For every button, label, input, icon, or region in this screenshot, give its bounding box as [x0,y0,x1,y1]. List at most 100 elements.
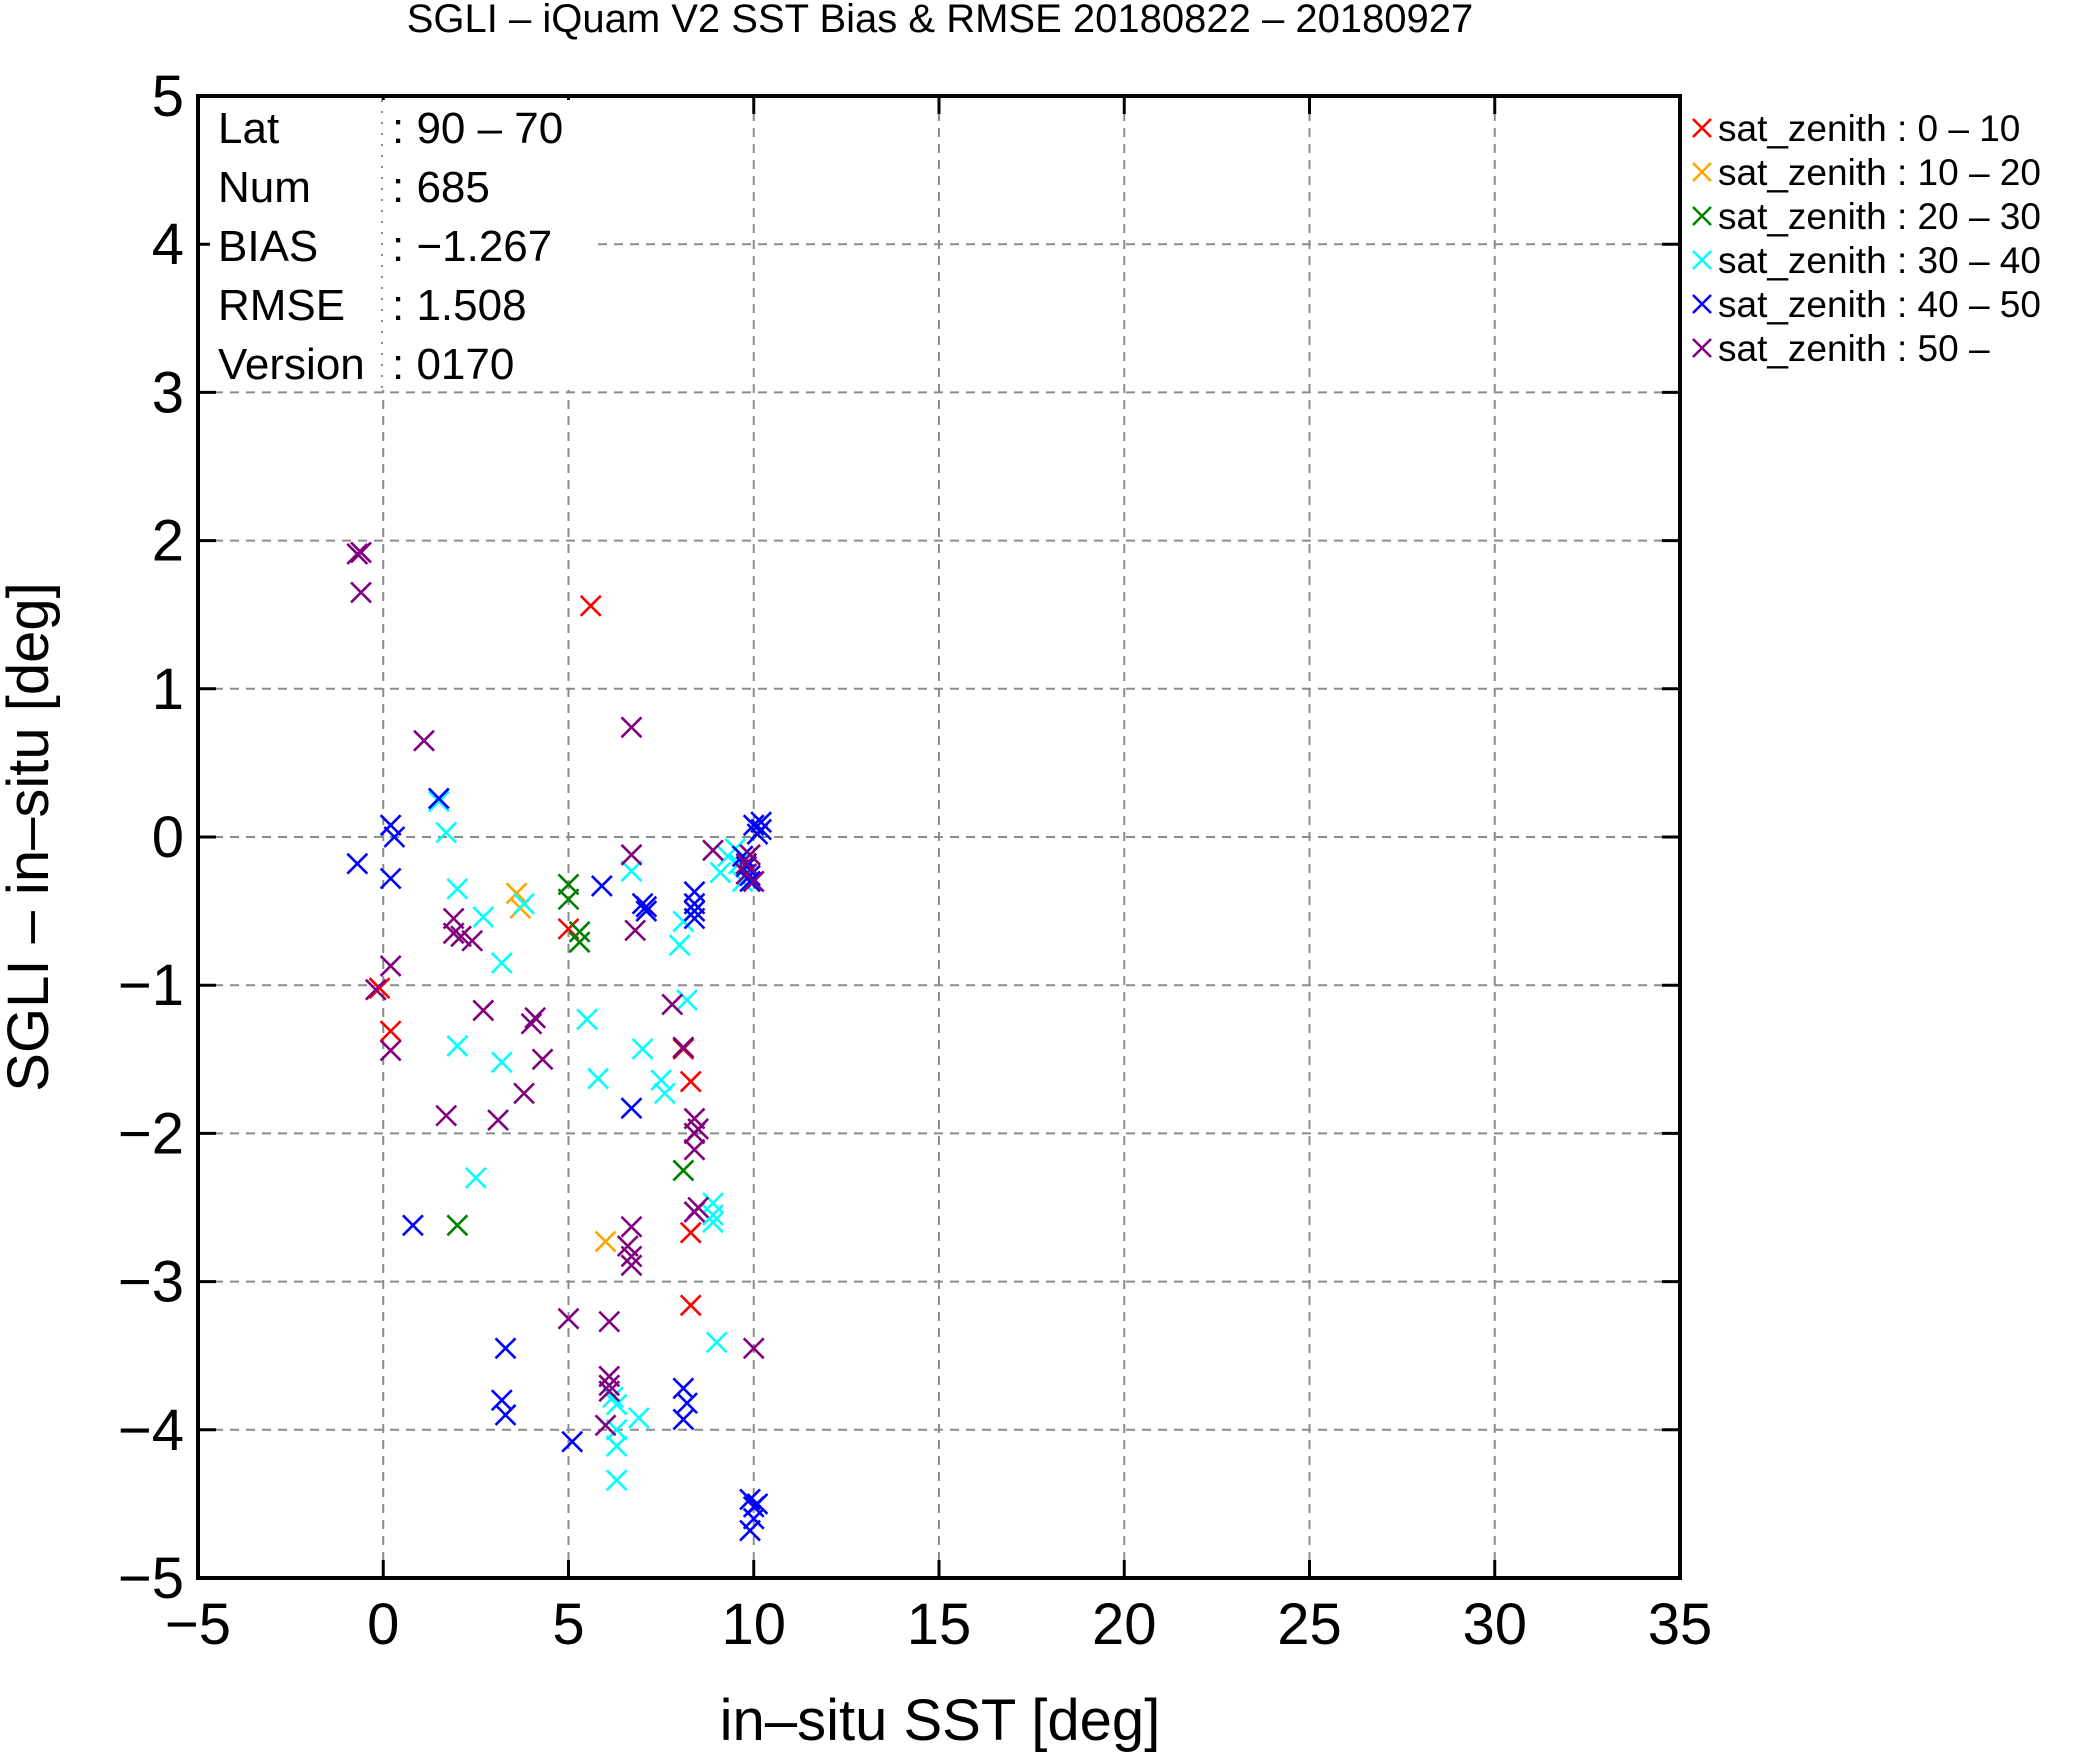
data-point [624,919,647,942]
legend-label: sat_zenith : 0 – 10 [1718,108,2020,149]
data-point [350,581,372,604]
stats-value: : 0170 [392,340,514,389]
y-tick-label: −3 [118,1250,184,1315]
x-tick-label: 30 [1462,1592,1527,1657]
data-point [490,1389,513,1412]
data-point [683,1138,706,1161]
data-point [620,843,643,866]
data-point [594,1414,617,1437]
data-point [746,1492,769,1515]
y-tick-label: 2 [152,509,184,574]
data-point [739,864,761,887]
data-point [672,1036,695,1059]
data-point [702,1203,724,1226]
data-point [683,900,706,923]
legend-label: sat_zenith : 50 – [1718,328,1990,369]
stats-key: BIAS [218,222,318,271]
stats-key: RMSE [218,281,345,330]
data-point [413,729,435,752]
y-tick-label: 1 [152,657,184,722]
data-point [461,929,484,952]
y-tick-label: 5 [152,64,184,129]
x-tick-label: −5 [165,1592,231,1657]
data-point [661,993,684,1016]
data-point [579,594,602,617]
data-point [576,1008,598,1031]
x-axis-label: in–situ SST [deg] [720,1688,1161,1753]
data-point [620,716,643,739]
data-point [605,1393,628,1416]
stats-value: : −1.267 [392,222,552,271]
legend-marker [1692,162,1712,182]
data-point [679,1070,702,1093]
data-point [446,1035,469,1057]
data-point [464,1166,487,1189]
data-point [494,1337,517,1360]
data-point [435,821,458,844]
data-point [487,1109,510,1131]
data-point [350,541,372,564]
data-point [605,1418,628,1441]
x-tick-label: 25 [1277,1592,1342,1657]
data-point [568,920,591,943]
data-point [520,1012,543,1035]
data-point [635,900,658,923]
x-tick-label: 35 [1648,1592,1713,1657]
data-point [676,989,698,1011]
data-point [427,787,450,810]
legend-marker [1692,206,1712,226]
data-point [679,1294,702,1317]
data-point [627,1407,650,1429]
legend-marker [1692,250,1712,270]
y-tick-label: −2 [118,1101,184,1166]
data-point [672,1377,695,1400]
y-tick-label: −5 [118,1546,184,1611]
data-point [668,934,691,957]
stats-key: Version [218,340,365,389]
data-point [427,790,450,813]
data-point [683,880,706,903]
data-point [490,1051,513,1074]
data-point [346,852,369,875]
legend-marker [1692,338,1712,358]
data-point [494,1404,517,1426]
y-tick-label: −4 [118,1398,184,1463]
data-point [620,1215,643,1238]
data-point [383,826,406,848]
data-point [490,952,513,974]
stats-box-background [210,100,594,390]
data-point [631,1038,654,1060]
data-point [705,1331,728,1354]
data-point [472,999,495,1022]
data-point [742,870,765,893]
legend-label: sat_zenith : 30 – 40 [1718,240,2041,281]
data-point [605,1435,628,1458]
data-point [513,892,535,915]
legend-marker [1692,294,1712,314]
data-point [561,1430,584,1453]
stats-value: : 685 [392,163,490,212]
data-point [379,955,402,977]
data-point [653,1082,676,1105]
y-tick-label: 0 [152,805,184,870]
x-tick-label: 15 [907,1592,972,1657]
data-point [739,870,761,893]
data-point [379,867,402,890]
data-point [379,814,402,837]
x-tick-label: 20 [1092,1592,1157,1657]
legend-label: sat_zenith : 20 – 30 [1718,196,2041,237]
data-point [505,882,528,905]
legend-marker [1692,118,1712,138]
data-point [702,839,724,862]
data-point [620,1254,643,1277]
data-point [672,1159,695,1182]
data-point [594,1230,617,1253]
y-tick-label: −1 [118,953,184,1018]
data-point [379,1020,402,1043]
data-point [602,1386,624,1409]
stats-value: : 1.508 [392,281,527,330]
data-point [683,907,706,930]
data-point [620,1245,643,1268]
stats-value: : 90 – 70 [392,104,563,153]
